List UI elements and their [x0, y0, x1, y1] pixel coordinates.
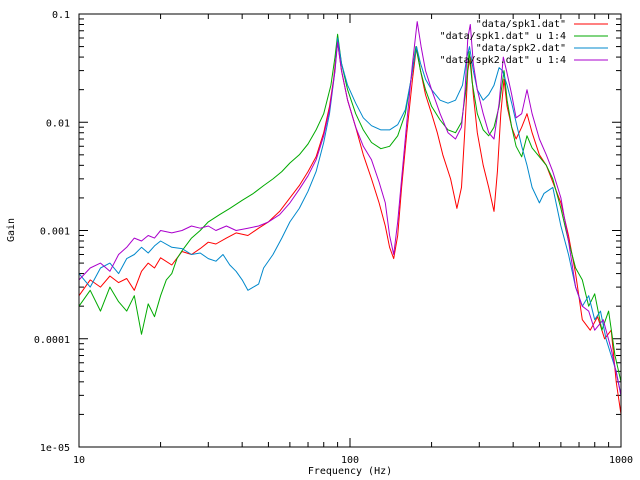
- x-tick-label: 100: [341, 455, 359, 466]
- x-tick-label: 1000: [609, 455, 633, 466]
- axis-ticks: 10 100 1000 1e-05 0.0001 0.001 0.01 0.1: [34, 10, 633, 466]
- series-line-1: [78, 41, 622, 415]
- y-tick-label: 0.1: [52, 10, 70, 21]
- y-axis-label: Gain: [6, 218, 17, 242]
- series-line-4: [78, 21, 622, 396]
- legend-entry-label: "data/spk2.dat": [476, 43, 566, 54]
- legend-entry-label: "data/spk1.dat" u 1:4: [440, 31, 566, 42]
- legend: "data/spk1.dat""data/spk1.dat" u 1:4"dat…: [440, 19, 608, 66]
- plot-frame: [78, 13, 622, 448]
- y-tick-label: 1e-05: [40, 443, 70, 454]
- x-axis-label: Frequency (Hz): [308, 466, 392, 477]
- y-tick-label: 0.0001: [34, 335, 70, 346]
- x-tick-label: 10: [73, 455, 85, 466]
- legend-entry-label: "data/spk2.dat" u 1:4: [440, 55, 566, 66]
- legend-entry-label: "data/spk1.dat": [476, 19, 566, 30]
- series-lines: [78, 21, 622, 415]
- y-tick-label: 0.01: [46, 118, 70, 129]
- y-tick-label: 0.001: [40, 227, 70, 238]
- series-line-3: [78, 37, 622, 396]
- series-line-2: [78, 33, 622, 382]
